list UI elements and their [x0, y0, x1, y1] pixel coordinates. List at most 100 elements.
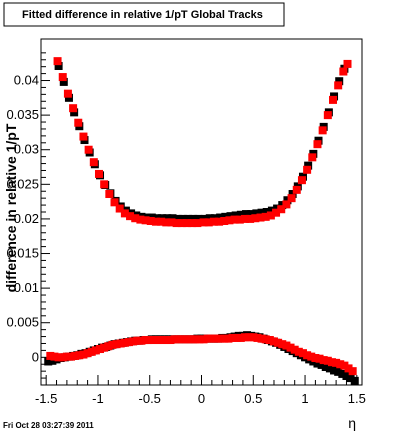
- data-point: [163, 214, 172, 223]
- data-point: [69, 104, 78, 113]
- data-point: [332, 358, 341, 367]
- data-point: [315, 354, 324, 363]
- data-point: [344, 364, 353, 373]
- data-point: [245, 333, 254, 342]
- timestamp: Fri Oct 28 03:27:39 2011: [3, 421, 94, 430]
- data-point: [126, 212, 135, 221]
- x-tick-label: -0.5: [139, 391, 161, 406]
- data-point: [89, 158, 98, 167]
- y-axis-title: difference in relative 1/pT: [3, 123, 19, 292]
- data-point: [298, 349, 307, 358]
- data-point: [211, 334, 220, 343]
- data-point: [193, 219, 202, 228]
- data-point: [104, 342, 113, 351]
- data-point: [304, 161, 313, 170]
- data-point: [290, 345, 299, 354]
- data-point: [282, 200, 291, 209]
- data-point: [220, 216, 229, 225]
- x-tick-label: -1.5: [35, 391, 57, 406]
- data-point: [125, 338, 134, 347]
- data-point: [146, 216, 155, 225]
- data-point: [224, 334, 233, 343]
- data-point: [221, 212, 230, 221]
- data-point: [141, 216, 150, 225]
- data-point: [334, 367, 343, 376]
- data-point: [240, 214, 249, 223]
- data-point: [100, 343, 109, 352]
- data-point: [207, 334, 216, 343]
- data-point: [157, 217, 166, 226]
- data-point: [189, 214, 198, 223]
- data-point: [50, 352, 59, 361]
- data-point: [338, 369, 347, 378]
- data-point: [116, 339, 125, 348]
- data-point: [54, 61, 63, 70]
- data-point: [269, 337, 278, 346]
- data-point: [261, 335, 270, 344]
- data-point: [329, 95, 338, 104]
- data-point: [183, 335, 192, 344]
- data-point: [108, 340, 117, 349]
- data-point: [209, 217, 218, 226]
- data-point: [204, 218, 213, 227]
- data-point: [257, 208, 266, 217]
- data-point: [131, 214, 140, 223]
- data-point: [252, 209, 261, 218]
- data-point: [318, 126, 327, 135]
- x-tick-label: 1: [301, 391, 308, 406]
- data-point: [115, 204, 124, 213]
- data-point: [287, 194, 296, 203]
- data-point: [325, 364, 334, 373]
- y-tick-label: 0.02: [14, 211, 39, 226]
- data-markers: [44, 57, 359, 385]
- data-point: [230, 215, 239, 224]
- data-point: [54, 353, 63, 362]
- data-point: [313, 359, 322, 368]
- data-point: [282, 341, 291, 350]
- data-point: [226, 212, 235, 221]
- data-point: [251, 214, 260, 223]
- data-point: [216, 334, 225, 343]
- data-point: [67, 352, 76, 361]
- data-point: [136, 215, 145, 224]
- data-point: [162, 336, 171, 345]
- data-point: [199, 335, 208, 344]
- y-axis: 0 0.005 0.01 0.015 0.02 0.025 0.03 0.035 0.04: [6, 38, 50, 386]
- data-point: [327, 358, 336, 367]
- data-point: [137, 336, 146, 345]
- data-point: [267, 206, 276, 215]
- data-point: [46, 351, 55, 360]
- data-point: [283, 196, 292, 205]
- data-point: [184, 214, 193, 223]
- data-point: [294, 347, 303, 356]
- data-point: [83, 349, 92, 358]
- data-point: [266, 211, 275, 220]
- data-point: [236, 333, 245, 342]
- data-point: [274, 338, 283, 347]
- data-point: [91, 346, 100, 355]
- data-point: [105, 190, 114, 199]
- data-point: [59, 77, 68, 86]
- data-point: [319, 356, 328, 365]
- data-point: [292, 185, 301, 194]
- data-point: [70, 108, 79, 117]
- data-point: [177, 219, 186, 228]
- x-tick-label: -1: [92, 391, 104, 406]
- data-point: [62, 352, 71, 361]
- data-point: [178, 335, 187, 344]
- data-point: [342, 372, 351, 381]
- data-point: [167, 218, 176, 227]
- data-point: [273, 204, 282, 213]
- data-point: [120, 209, 129, 218]
- data-point: [262, 208, 271, 216]
- data-point: [303, 351, 312, 360]
- x-axis-title: η: [348, 415, 356, 431]
- y-tick-label: 0.005: [6, 315, 39, 330]
- data-point: [205, 214, 214, 223]
- data-point: [79, 132, 88, 141]
- data-point: [100, 180, 109, 189]
- data-point: [87, 347, 96, 356]
- data-point: [346, 374, 355, 383]
- data-point: [317, 360, 326, 369]
